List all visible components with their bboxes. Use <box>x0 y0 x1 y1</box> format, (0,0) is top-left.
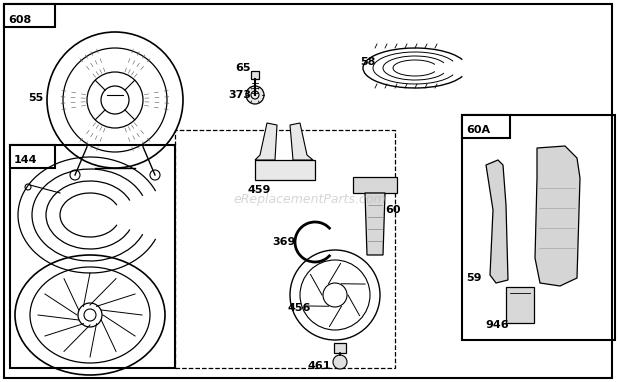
Bar <box>462 115 615 340</box>
Text: eReplacementParts.com: eReplacementParts.com <box>234 194 386 207</box>
Text: 58: 58 <box>360 57 375 67</box>
Polygon shape <box>535 146 580 286</box>
Bar <box>4 4 55 27</box>
Text: 59: 59 <box>466 273 482 283</box>
Text: 60: 60 <box>385 205 401 215</box>
Text: 55: 55 <box>28 93 43 103</box>
Bar <box>462 115 510 138</box>
Text: 461: 461 <box>308 361 332 371</box>
Polygon shape <box>290 123 313 160</box>
Bar <box>251 71 259 79</box>
Polygon shape <box>365 193 385 255</box>
Text: 608: 608 <box>8 15 31 25</box>
Text: 369: 369 <box>272 237 295 247</box>
Bar <box>506 287 534 323</box>
Bar <box>175 130 395 368</box>
Bar <box>255 160 315 180</box>
Circle shape <box>333 355 347 369</box>
Bar <box>334 343 346 353</box>
Polygon shape <box>486 160 508 283</box>
Polygon shape <box>255 123 277 160</box>
Text: 65: 65 <box>235 63 250 73</box>
Bar <box>353 177 397 193</box>
Text: 60A: 60A <box>466 125 490 135</box>
Text: 144: 144 <box>14 155 37 165</box>
Circle shape <box>246 86 264 104</box>
Text: 373: 373 <box>228 90 251 100</box>
Bar <box>10 145 175 368</box>
Text: 459: 459 <box>248 185 272 195</box>
Bar <box>10 145 55 168</box>
Text: 456: 456 <box>287 303 311 313</box>
Text: 946: 946 <box>485 320 508 330</box>
